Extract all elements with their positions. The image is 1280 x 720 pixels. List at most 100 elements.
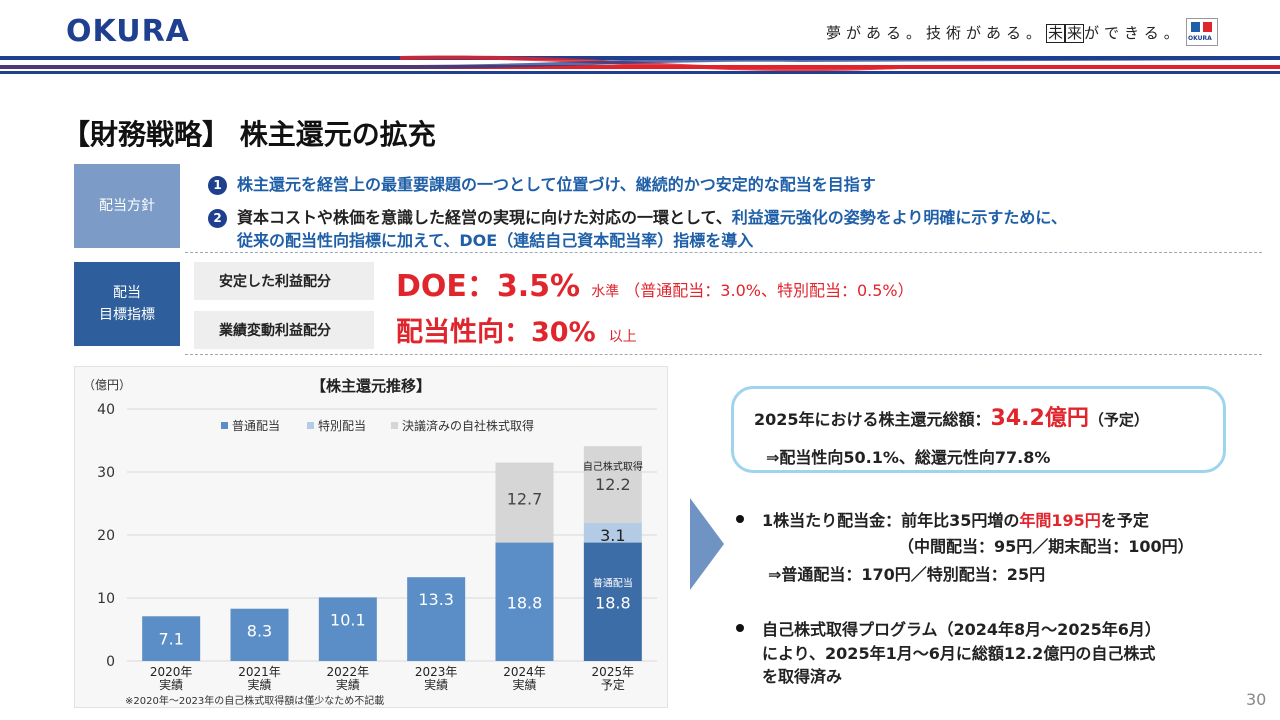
payout-suffix: 以上 [608,329,637,345]
chart-title: 【株主還元推移】 [311,377,431,395]
bar-special-dividend [583,523,642,543]
bullet-1: 1株当たり配当金：前年比35円増の年間195円を予定 [736,507,1149,531]
doe-value: DOE：3.5% [396,269,581,304]
total-pre: 2025年における株主還元総額： [754,410,991,429]
x-tick-sublabel: 実績 [336,677,360,692]
target-label-line1: 配当 [113,285,141,301]
x-tick-label: 2025年 [592,665,635,679]
bullet-2-line2: により、2025年1月～6月に総額12.2億円の自己株式 [762,644,1156,663]
tagline-pre: 夢がある。技術がある。 [826,24,1047,42]
y-tick-label: 30 [97,465,115,481]
policy-item-1: 1 株主還元を経営上の最重要課題の一つとして位置づけ、継続的かつ安定的な配当を目指… [208,171,876,195]
number-1-icon: 1 [208,176,227,195]
corner-logo-icon: OKURA [1186,18,1218,46]
chart-panel: 【株主還元推移】 （億円） 0 10 20 30 40 普通配当 特別配当 決議済みの自社株式取得… [74,366,668,708]
bar-value-label: 3.1 [600,526,625,545]
bar-regular-dividend [230,608,289,661]
policy-label: 配当方針 [74,164,180,248]
x-tick-label: 2021年 [238,665,281,679]
bar-value-label: 7.1 [158,629,183,648]
bullet-1-highlight: 年間195円 [1019,511,1101,530]
tagline-kanji-2: 来 [1065,24,1085,43]
bar-inline-label: 普通配当 [593,577,633,590]
total-line: 2025年における株主還元総額：34.2億円（予定） [754,400,1149,432]
arrow-right-icon [690,498,726,594]
bar-share-buyback [583,446,642,524]
bar-regular-dividend [318,597,377,661]
policy-label-text: 配当方針 [99,198,155,214]
page-title: 【財務戦略】 株主還元の拡充 [62,118,436,151]
target-row1-label-text: 安定した利益配分 [219,274,331,290]
bar-value-label: 10.1 [330,610,366,629]
x-tick-label: 2020年 [150,665,193,679]
divider-1 [185,252,1262,253]
bar-regular-dividend [495,542,554,661]
x-tick-sublabel: 実績 [424,677,448,692]
y-tick-label: 40 [97,402,115,418]
y-tick-label: 0 [106,654,115,670]
bar-share-buyback [495,462,554,543]
bar-value-label: 12.7 [507,490,543,509]
y-tick-label: 10 [97,591,115,607]
x-tick-label: 2024年 [503,665,546,679]
doe-note: （普通配当：3.0%、特別配当：0.5%） [624,281,914,300]
bullet-2-line3: を取得済み [762,667,843,686]
ratio-line: ⇒配当性向50.1%、総還元性向77.8% [766,448,1051,467]
bar-regular-dividend [583,542,642,661]
target-label-line2: 目標指標 [99,307,155,323]
target-row2-label: 業績変動利益配分 [194,311,374,349]
x-tick-sublabel: 予定 [601,677,625,692]
y-axis-label: （億円） [83,378,131,392]
bar-value-label: 18.8 [507,594,543,613]
bullet-1-line2: （中間配当：95円／期末配当：100円） [898,537,1194,556]
divider-2 [185,354,1262,355]
bar-regular-dividend [142,616,201,661]
bullet-dot-icon [736,515,744,523]
legend-swatch [307,422,314,429]
bar-inline-label: 自己株式取得 [583,460,643,473]
policy-item-1-text: 株主還元を経営上の最重要課題の一つとして位置づけ、継続的かつ安定的な配当を目指す [237,175,876,194]
stripe-graphic [0,55,1280,74]
bar-regular-dividend [407,577,466,661]
bullet-1-line3: ⇒普通配当：170円／特別配当：25円 [768,565,1046,584]
total-value: 34.2億円 [990,406,1089,431]
target-row2-value: 配当性向：30% 以上 [396,310,637,349]
policy-item-2-line2: 従来の配当性向指標に加えて、DOE（連結自己資本配当率）指標を導入 [237,231,754,250]
bar-value-label: 8.3 [247,622,272,641]
bullet-2-line1: 自己株式取得プログラム（2024年8月～2025年6月） [762,620,1161,639]
legend-swatch [391,422,398,429]
tagline-post: ができる。 [1084,24,1184,42]
shareholder-return-chart: 【株主還元推移】 （億円） 0 10 20 30 40 普通配当 特別配当 決議済みの自社株式取得… [83,377,657,707]
tagline: 夢がある。技術がある。未来ができる。 [826,22,1184,43]
legend-label: 普通配当 [232,419,280,433]
chart-footnote: ※2020年～2023年の自己株式取得額は僅少なため不記載 [125,694,384,707]
page-number: 30 [1246,690,1267,709]
target-row1-value: DOE：3.5% 水準 （普通配当：3.0%、特別配当：0.5%） [396,261,914,305]
y-tick-label: 20 [97,528,115,544]
x-tick-sublabel: 実績 [247,677,271,692]
doe-suffix: 水準 [591,284,620,300]
total-post: （予定） [1088,411,1149,429]
x-tick-sublabel: 実績 [159,677,183,692]
x-tick-label: 2022年 [327,665,370,679]
corner-logo-text: OKURA [1188,35,1212,42]
bar-value-label: 18.8 [595,594,631,613]
target-row1-label: 安定した利益配分 [194,262,374,300]
bar-value-label: 12.2 [595,475,631,494]
bar-value-label: 13.3 [418,590,454,609]
header-stripes [0,50,1280,78]
legend-label: 特別配当 [318,418,366,433]
bullet-dot-icon [736,624,744,632]
target-row2-label-text: 業績変動利益配分 [219,323,331,339]
number-2-icon: 2 [208,209,227,228]
policy-item-2-text-a: 資本コストや株価を意識した経営の実現に向けた対応の一環として、 [237,208,732,227]
tagline-kanji-1: 未 [1046,24,1066,43]
bullet-1-pre: 1株当たり配当金：前年比35円増の [762,511,1020,530]
target-label: 配当 目標指標 [74,262,180,346]
bullet-2: 自己株式取得プログラム（2024年8月～2025年6月） [736,616,1161,640]
okura-logo: OKURA [66,14,190,49]
x-tick-sublabel: 実績 [512,677,536,692]
bullet-1-post: を予定 [1100,511,1149,530]
total-return-box [731,386,1226,473]
legend-swatch [221,422,228,429]
